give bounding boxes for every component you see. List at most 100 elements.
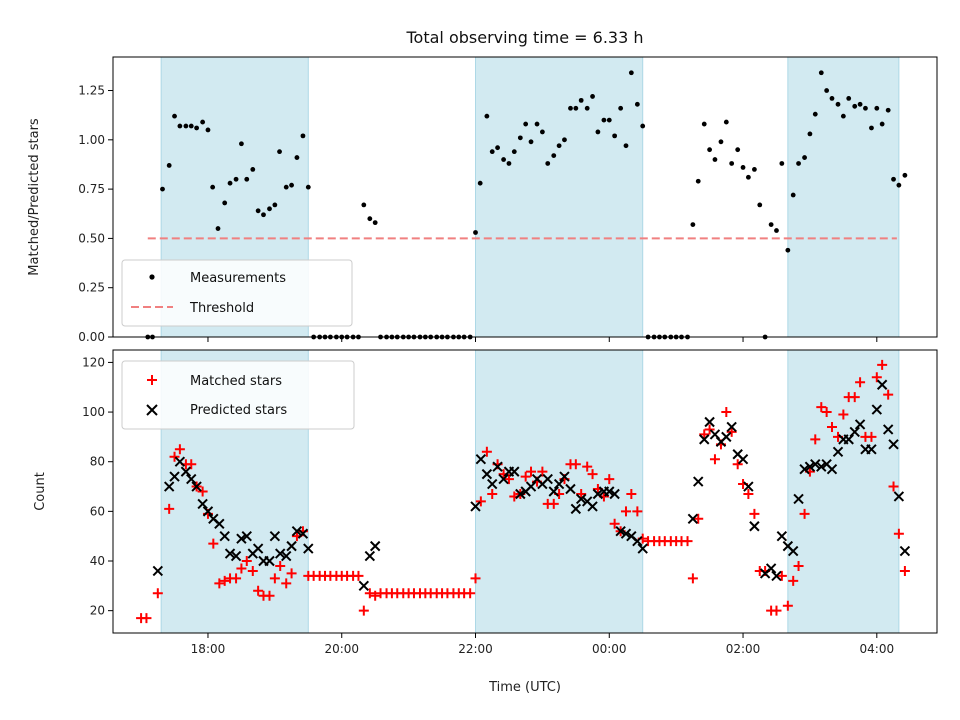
matched-star-point <box>626 488 637 499</box>
predicted-star-point <box>849 426 860 438</box>
predicted-star-point <box>487 478 498 490</box>
measurement-point <box>612 133 618 139</box>
x-tick-label: 22:00 <box>458 642 493 656</box>
predicted-star-point <box>893 491 905 502</box>
predicted-star-points <box>152 379 911 592</box>
x-tick-label: 04:00 <box>860 642 895 656</box>
predicted-star-point <box>737 454 749 465</box>
measurement-point <box>361 202 367 208</box>
top-y-ticks: 0.00 0.25 0.50 0.75 1.00 1.25 <box>78 84 113 344</box>
predicted-star-point <box>269 530 281 542</box>
y-tick-label: 0.50 <box>78 231 105 245</box>
predicted-star-point <box>224 548 236 559</box>
measurement-point <box>790 192 796 198</box>
measurement-point <box>840 113 846 119</box>
matched-star-point <box>286 568 297 579</box>
measurement-point <box>233 176 239 182</box>
legend-plus-glyph <box>147 375 157 385</box>
chart-title: Total observing time = 6.33 h <box>405 28 643 47</box>
measurement-point <box>473 230 478 235</box>
predicted-star-point <box>152 565 164 577</box>
measurement-point <box>573 105 579 111</box>
matched-star-point <box>793 560 804 571</box>
matched-star-point <box>871 372 882 383</box>
y-tick-label: 0.25 <box>78 281 105 295</box>
predicted-star-point <box>888 439 899 450</box>
matched-star-points <box>136 359 910 624</box>
measurement-point <box>869 125 874 131</box>
matched-star-point <box>855 377 866 388</box>
y-tick-label: 20 <box>90 604 105 618</box>
y-tick-label: 80 <box>90 455 105 469</box>
predicted-star-point <box>197 498 208 510</box>
predicted-star-point <box>866 444 877 455</box>
measurement-point <box>568 105 573 111</box>
predicted-star-point <box>787 545 799 557</box>
predicted-star-point <box>236 533 247 544</box>
predicted-star-point <box>637 543 648 554</box>
predicted-star-point <box>816 461 827 472</box>
measurement-point <box>623 143 629 149</box>
matched-star-point <box>799 508 810 519</box>
predicted-star-point <box>509 466 520 477</box>
predicted-star-point <box>799 463 810 475</box>
matched-star-point <box>849 392 860 403</box>
legend-measurements-label: Measurements <box>190 271 286 286</box>
top-x-ticks <box>207 337 878 342</box>
measurement-point <box>640 123 646 129</box>
measurement-point <box>244 176 250 182</box>
matched-star-point <box>632 506 643 517</box>
matched-star-point <box>364 588 375 599</box>
matched-star-point <box>214 578 225 589</box>
y-tick-label: 100 <box>82 405 105 419</box>
x-tick-label: 00:00 <box>592 642 627 656</box>
measurement-point <box>891 176 896 182</box>
predicted-star-point <box>721 431 732 443</box>
bottom-legend: Matched stars Predicted stars <box>121 360 355 430</box>
matched-star-point <box>570 459 581 470</box>
predicted-star-point <box>492 461 503 472</box>
predicted-star-point <box>515 488 526 500</box>
predicted-star-point <box>286 540 297 552</box>
predicted-star-point <box>169 471 180 482</box>
matched-star-point <box>587 469 598 480</box>
measurement-point <box>489 149 495 155</box>
y-tick-label: 1.25 <box>78 84 105 98</box>
predicted-star-point <box>699 434 710 445</box>
matched-star-point <box>693 513 704 524</box>
matched-star-point <box>465 588 476 599</box>
matched-star-point <box>749 508 760 519</box>
measurement-point <box>628 70 634 76</box>
predicted-star-point <box>548 486 559 497</box>
matched-star-point <box>776 570 787 581</box>
y-tick-label: 0.75 <box>78 182 105 196</box>
measurement-point <box>523 121 529 127</box>
predicted-star-point <box>252 543 264 554</box>
matched-star-point <box>816 402 827 413</box>
bottom-x-ticks: 18:00 20:00 22:00 00:00 02:00 04:00 <box>191 633 894 656</box>
predicted-star-point <box>291 526 303 537</box>
measurement-point <box>595 129 601 135</box>
measurement-point <box>879 121 885 127</box>
measurement-point <box>757 202 763 208</box>
measurement-point <box>160 186 165 192</box>
measurement-point <box>367 216 373 222</box>
predicted-star-point <box>882 424 894 435</box>
measurement-point <box>695 178 701 184</box>
matched-star-point <box>197 486 208 497</box>
matched-star-point <box>888 481 899 492</box>
predicted-star-point <box>214 518 225 529</box>
predicted-star-point <box>275 548 286 559</box>
matched-star-point <box>582 461 593 472</box>
matched-star-point <box>481 446 492 457</box>
matched-star-point <box>503 474 514 485</box>
measurement-point <box>294 155 300 160</box>
measurement-point <box>277 149 282 155</box>
matched-star-point <box>247 565 258 576</box>
measurement-point <box>215 226 221 231</box>
measurement-point <box>846 96 852 101</box>
measurement-point <box>477 180 483 186</box>
matched-star-point <box>604 474 615 485</box>
matched-star-point <box>548 498 559 509</box>
